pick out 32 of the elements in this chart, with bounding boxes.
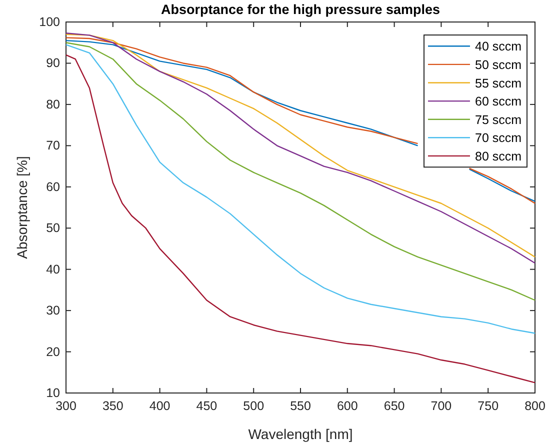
x-tick-label: 750 <box>478 398 499 413</box>
chart-title: Absorptance for the high pressure samples <box>160 2 440 17</box>
y-tick-label: 10 <box>46 386 60 400</box>
x-tick-label: 600 <box>336 398 358 413</box>
legend-label: 50 sccm <box>475 58 522 72</box>
x-tick-label: 550 <box>290 398 311 413</box>
legend-label: 80 sccm <box>475 149 522 164</box>
x-tick-label: 350 <box>102 398 124 413</box>
legend-label: 40 sccm <box>475 40 522 54</box>
y-tick-label: 80 <box>46 97 60 112</box>
y-tick-label: 70 <box>46 138 60 153</box>
y-tick-label: 90 <box>46 56 60 70</box>
x-tick-label: 700 <box>430 398 452 413</box>
legend-label: 75 sccm <box>475 112 522 127</box>
x-axis-title: Wavelength [nm] <box>248 426 353 442</box>
y-tick-label: 100 <box>39 15 60 29</box>
legend-label: 70 sccm <box>475 131 522 146</box>
x-tick-label: 400 <box>149 398 170 413</box>
x-tick-label: 500 <box>243 398 264 413</box>
y-axis-title: Absorptance [%] <box>14 156 30 259</box>
x-tick-label: 450 <box>196 398 218 413</box>
x-tick-label: 650 <box>384 398 405 413</box>
y-tick-label: 30 <box>46 304 60 318</box>
legend-label: 60 sccm <box>475 94 522 109</box>
x-tick-label: 300 <box>56 398 76 413</box>
y-tick-label: 60 <box>46 180 60 194</box>
legend-label: 55 sccm <box>475 76 522 90</box>
y-tick-label: 20 <box>46 344 60 359</box>
y-tick-label: 50 <box>46 221 60 236</box>
x-tick-label: 800 <box>524 398 546 413</box>
line-series <box>65 54 536 384</box>
y-tick-label: 40 <box>46 262 60 276</box>
